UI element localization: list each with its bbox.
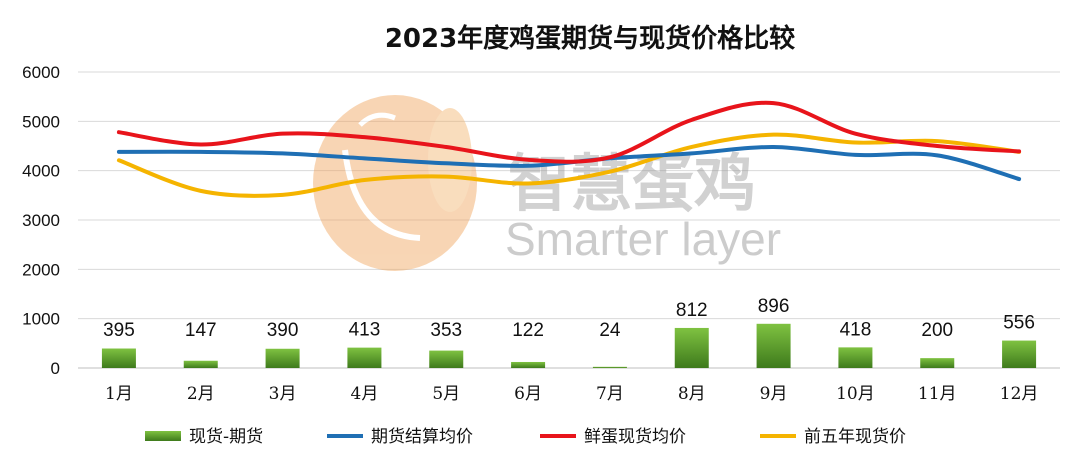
bar: [756, 323, 791, 368]
legend-swatch: [145, 431, 181, 441]
data-label: 556: [1003, 313, 1035, 334]
bar: [920, 358, 955, 368]
bar: [838, 347, 873, 368]
bar: [1002, 340, 1037, 368]
x-tick-label: 9月: [760, 384, 788, 404]
data-label: 812: [676, 300, 708, 321]
data-label: 353: [430, 320, 462, 341]
x-tick-label: 4月: [351, 384, 379, 404]
bar: [511, 361, 546, 368]
y-tick-label: 6000: [22, 63, 60, 82]
x-tick-label: 7月: [596, 384, 624, 404]
data-label: 200: [921, 320, 953, 341]
bar: [674, 327, 709, 368]
y-tick-label: 2000: [22, 260, 60, 279]
y-tick-label: 0: [51, 359, 60, 378]
bar: [347, 347, 382, 368]
data-label: 395: [103, 320, 135, 341]
x-tick-label: 6月: [514, 384, 542, 404]
chart-title: 2023年度鸡蛋期货与现货价格比较: [385, 23, 795, 54]
bar: [183, 360, 218, 368]
data-label: 147: [185, 320, 217, 341]
y-tick-label: 3000: [22, 211, 60, 230]
bar: [429, 350, 464, 368]
x-tick-label: 5月: [432, 384, 460, 404]
x-tick-label: 3月: [269, 384, 297, 404]
x-tick-label: 11月: [918, 384, 957, 404]
x-tick-label: 2月: [187, 384, 215, 404]
y-tick-label: 5000: [22, 112, 60, 131]
data-labels: 395 147 390 413 353 122 24 812 896 418 200 556: [103, 296, 1035, 341]
y-tick-label: 1000: [22, 310, 60, 329]
x-tick-label: 10月: [836, 384, 875, 404]
legend-label: 鲜蛋现货均价: [584, 427, 686, 447]
x-tick-label: 8月: [678, 384, 706, 404]
y-axis-ticks: 0 1000 2000 3000 4000 5000 6000: [22, 63, 60, 378]
gridlines: [78, 71, 1060, 369]
legend: 现货-期货 期货结算均价 鲜蛋现货均价 前五年现货价: [145, 427, 906, 447]
data-label: 122: [512, 320, 544, 341]
legend-label: 前五年现货价: [804, 427, 906, 447]
line-five-year-spot: [116, 132, 1022, 198]
data-label: 418: [840, 319, 872, 340]
bar-series: [101, 323, 1037, 368]
y-tick-label: 4000: [22, 162, 60, 181]
watermark-logo: [313, 95, 477, 271]
bar: [101, 348, 136, 368]
data-label: 24: [599, 320, 621, 341]
x-axis-ticks: 1月 2月 3月 4月 5月 6月 7月 8月 9月 10月 11月 12月: [105, 384, 1038, 404]
line-series: [116, 100, 1022, 198]
legend-label: 现货-期货: [189, 427, 263, 447]
data-label: 413: [349, 320, 381, 341]
legend-label: 期货结算均价: [371, 427, 473, 447]
x-tick-label: 1月: [105, 384, 133, 404]
line-fresh-spot: [116, 100, 1022, 164]
data-label: 896: [758, 296, 790, 317]
data-label: 390: [267, 320, 299, 341]
watermark-en: Smarter layer: [505, 213, 781, 265]
x-tick-label: 12月: [1000, 384, 1039, 404]
bar: [592, 366, 627, 368]
bar: [265, 348, 300, 368]
